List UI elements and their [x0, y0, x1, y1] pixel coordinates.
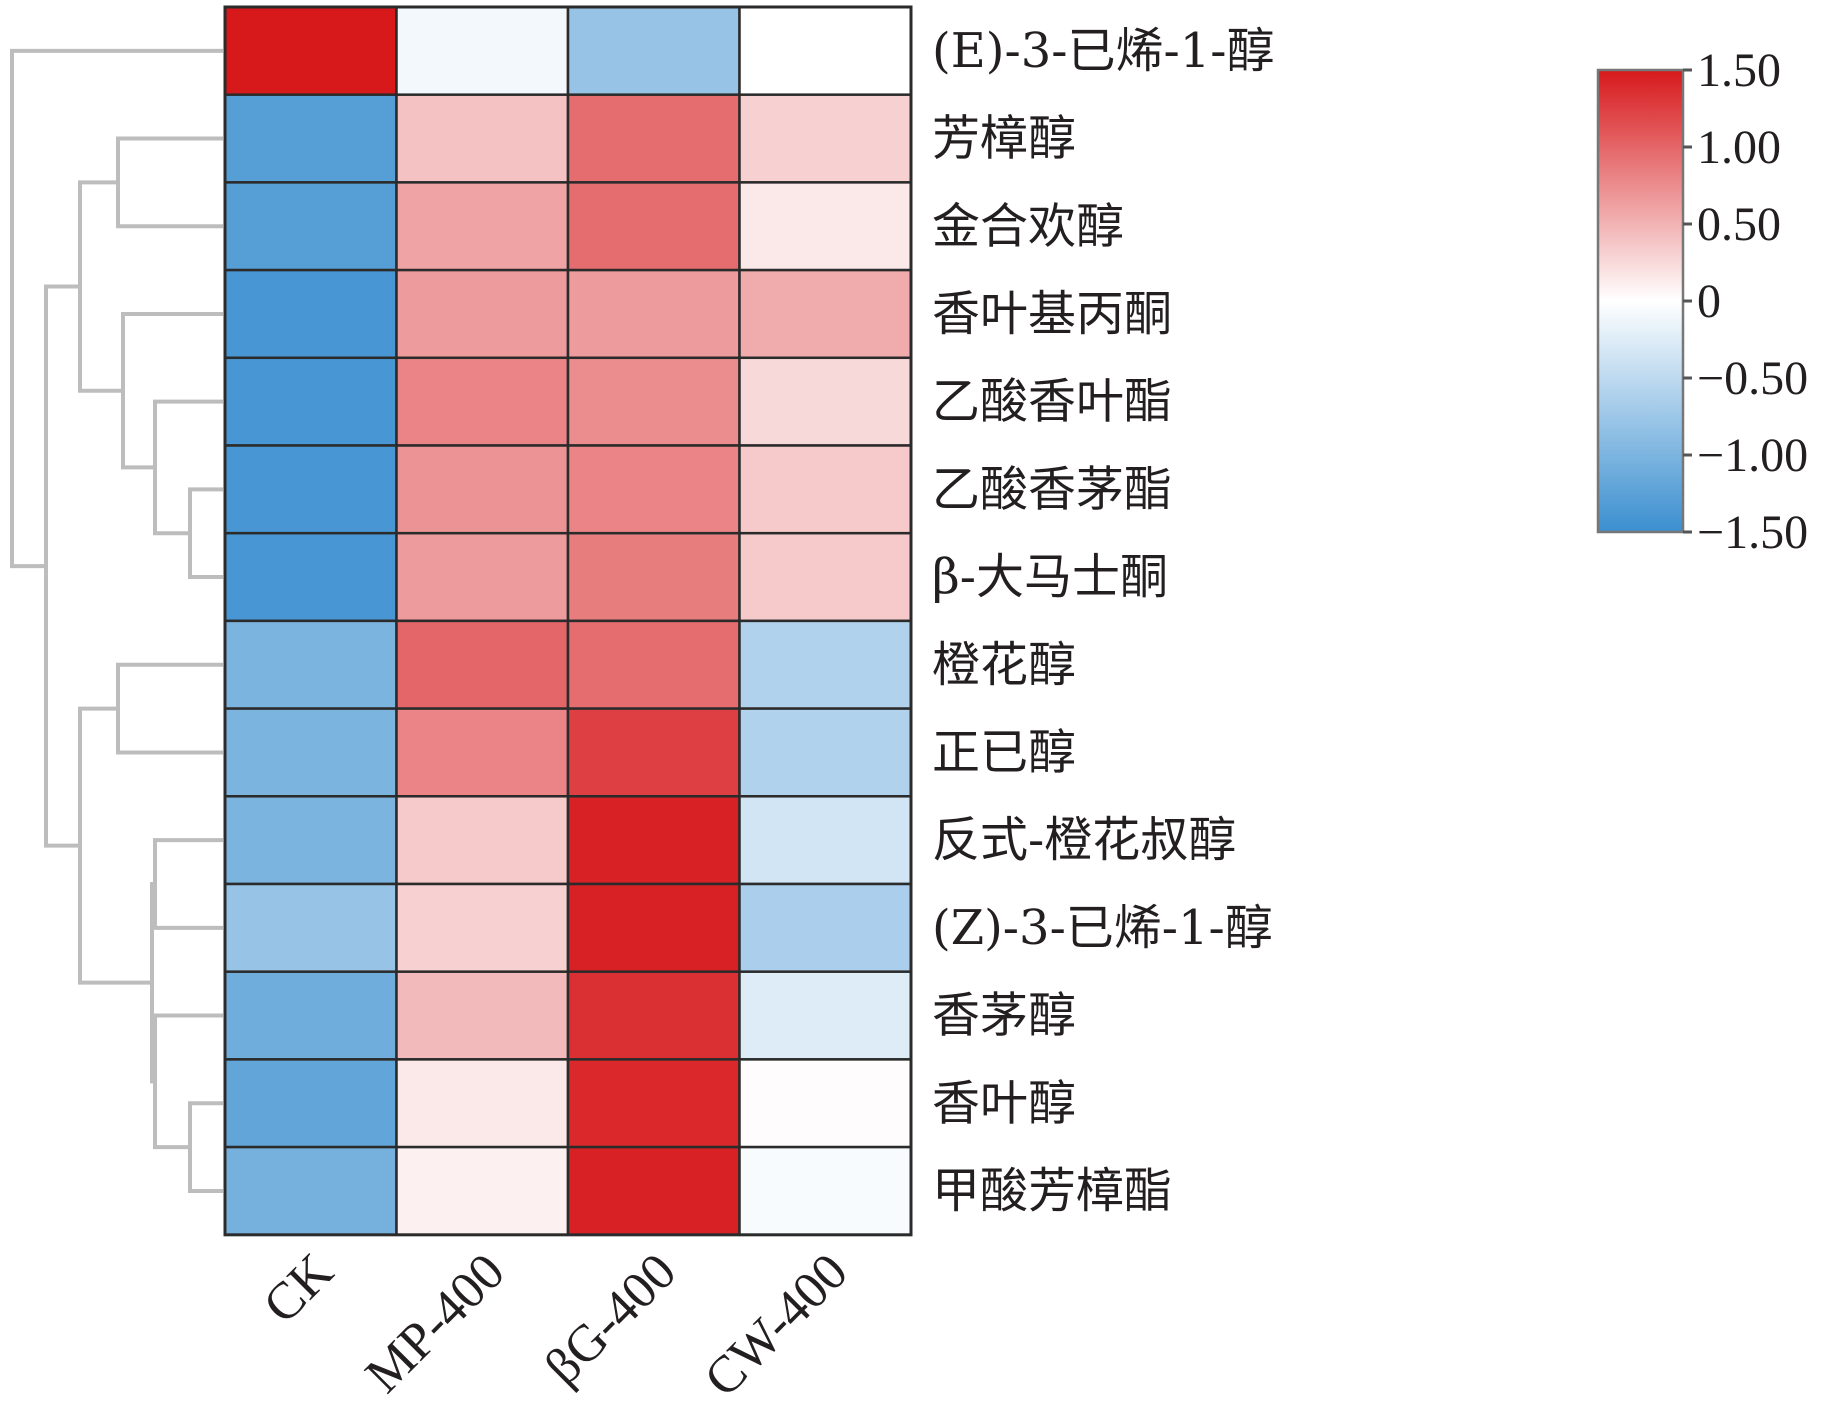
heatmap-cell [395, 619, 570, 710]
row-label: 橙花醇 [932, 637, 1076, 693]
heatmap-cell [223, 181, 398, 272]
heatmap-cells [223, 5, 913, 1237]
row-label: 金合欢醇 [932, 198, 1124, 254]
heatmap-cell [738, 882, 913, 973]
column-label: βG-400 [534, 1243, 687, 1396]
heatmap-cell [566, 93, 741, 184]
heatmap-cell [395, 795, 570, 886]
dendrogram-branch [121, 311, 223, 470]
column-label: CW-400 [694, 1243, 859, 1408]
dendrogram-branch [10, 48, 223, 569]
heatmap-cell [223, 93, 398, 184]
dendrogram-branch [116, 662, 223, 755]
heatmap-cell [223, 1145, 398, 1237]
heatmap-cell [566, 795, 741, 886]
heatmap-cell [738, 531, 913, 623]
heatmap-cell [223, 531, 398, 623]
heatmap-cell [566, 1058, 741, 1149]
colorbar-tick-label: 1.00 [1697, 121, 1781, 174]
heatmap-cell [223, 619, 398, 710]
heatmap-cell [395, 1058, 570, 1149]
heatmap-cell [566, 531, 741, 623]
row-label: 芳樟醇 [932, 111, 1076, 167]
heatmap-cell [395, 181, 570, 272]
row-label: 甲酸芳樟酯 [932, 1163, 1172, 1219]
row-label: 香叶醇 [932, 1075, 1076, 1131]
heatmap-cell [395, 707, 570, 798]
heatmap-cell [566, 619, 741, 710]
colorbar-tick-label: −1.00 [1697, 429, 1808, 482]
colorbar-tick-label: 0 [1697, 275, 1721, 328]
heatmap-cell [395, 5, 570, 96]
dendrogram-branch [44, 284, 80, 848]
heatmap-cell [566, 268, 741, 360]
colorbar-gradient [1596, 68, 1685, 534]
heatmap-cell [738, 795, 913, 886]
heatmap-cell [738, 181, 913, 272]
heatmap-cell [566, 356, 741, 447]
colorbar-legend: 1.50 1.00 0.50 0 −0.50 −1.00 −1.50 [1596, 44, 1808, 559]
heatmap-cell [395, 970, 570, 1061]
heatmap-cell [223, 707, 398, 798]
colorbar-tick-label: −1.50 [1697, 506, 1808, 559]
heatmap-cell [738, 444, 913, 535]
dendrogram-branch [188, 1101, 223, 1193]
dendrogram-branch [188, 487, 223, 580]
heatmap-cell [738, 268, 913, 360]
heatmap-cell [566, 970, 741, 1061]
heatmap-cell [223, 444, 398, 535]
heatmap-cell [223, 795, 398, 886]
heatmap-cell [395, 531, 570, 623]
dendrogram-branch [153, 838, 223, 930]
row-dendrogram [10, 48, 223, 1193]
row-label: 香茅醇 [932, 988, 1076, 1044]
heatmap-cell [738, 5, 913, 96]
row-label: 正已醇 [932, 724, 1076, 780]
column-label: MP-400 [355, 1243, 516, 1404]
heatmap-cell [738, 619, 913, 710]
colorbar-tick-label: 1.50 [1697, 44, 1781, 97]
row-label: (E)-3-已烯-1-醇 [932, 23, 1274, 79]
heatmap-cell [223, 1058, 398, 1149]
row-label: 乙酸香茅酯 [932, 461, 1172, 517]
heatmap-cell [223, 882, 398, 973]
heatmap-cell [395, 93, 570, 184]
row-label: (Z)-3-已烯-1-醇 [932, 900, 1273, 956]
heatmap-cell [223, 268, 398, 360]
row-label: β-大马士酮 [932, 549, 1168, 605]
heatmap-cell [738, 93, 913, 184]
heatmap-cell [223, 356, 398, 447]
heatmap-cell [566, 1145, 741, 1237]
heatmap-cell [395, 1145, 570, 1237]
heatmap-border [223, 5, 913, 1237]
heatmap-cell [395, 268, 570, 360]
heatmap-cell [223, 970, 398, 1061]
row-label: 香叶基丙酮 [932, 286, 1172, 342]
heatmap-cell [738, 707, 913, 798]
heatmap-cell [738, 970, 913, 1061]
row-label: 乙酸香叶酯 [932, 374, 1172, 430]
heatmap-cell [223, 5, 398, 96]
heatmap-cell [566, 707, 741, 798]
heatmap-cell [566, 181, 741, 272]
column-label: CK [253, 1243, 345, 1335]
heatmap-cell [738, 1145, 913, 1237]
row-label: 反式-橙花叔醇 [932, 812, 1236, 868]
heatmap-cell [738, 1058, 913, 1149]
heatmap-cell [395, 444, 570, 535]
colorbar-tick-label: 0.50 [1697, 198, 1781, 251]
heatmap-cell [395, 882, 570, 973]
heatmap-cell [395, 356, 570, 447]
heatmap-cell [738, 356, 913, 447]
heatmap-cell [566, 882, 741, 973]
heatmap-cell [566, 444, 741, 535]
dendrogram-branch [116, 136, 223, 229]
column-labels: CK MP-400 βG-400 CW-400 [253, 1243, 859, 1408]
heatmap-cell [566, 5, 741, 96]
colorbar-tick-label: −0.50 [1697, 352, 1808, 405]
